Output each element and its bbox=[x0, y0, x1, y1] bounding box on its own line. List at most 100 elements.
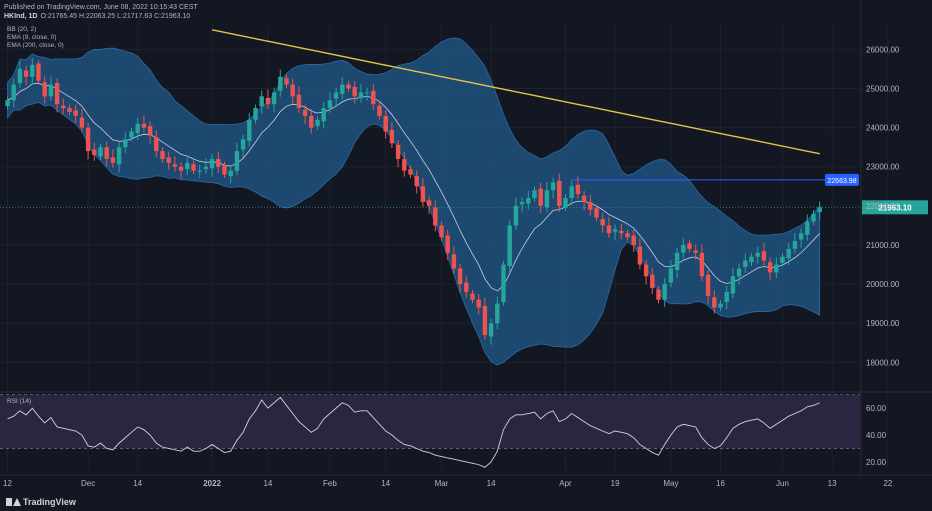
candle-body bbox=[464, 282, 469, 292]
candle-body bbox=[166, 157, 171, 163]
candle-body bbox=[767, 262, 773, 273]
candle-body bbox=[538, 188, 543, 206]
time-tick-label: 16 bbox=[716, 479, 725, 488]
candle-body bbox=[377, 105, 382, 116]
candle-body bbox=[749, 256, 754, 263]
time-tick-label: 14 bbox=[381, 479, 390, 488]
candle-body bbox=[600, 219, 605, 226]
level-tag bbox=[825, 173, 859, 186]
time-tick-label: 14 bbox=[263, 479, 272, 488]
time-tick-label: Apr bbox=[559, 479, 572, 488]
time-tick-label: May bbox=[663, 479, 678, 488]
candle-body bbox=[36, 63, 41, 81]
rsi-label[interactable]: RSI (14) bbox=[7, 398, 32, 405]
candle-body bbox=[811, 213, 816, 222]
ema9-path bbox=[7, 82, 820, 292]
candle-body bbox=[705, 274, 711, 296]
candle-body bbox=[123, 139, 128, 148]
time-tick-label: 14 bbox=[133, 479, 142, 488]
candle-body bbox=[426, 200, 432, 206]
candle-body bbox=[575, 184, 581, 195]
candle-body bbox=[358, 92, 364, 98]
price-tick-label: 21000.00 bbox=[866, 241, 900, 250]
candle-body bbox=[650, 274, 655, 289]
candles bbox=[5, 57, 822, 345]
candle-body bbox=[526, 198, 531, 204]
candle-body bbox=[271, 92, 277, 105]
time-tick-label: Jun bbox=[776, 479, 789, 488]
candle-body bbox=[637, 246, 643, 265]
candle-body bbox=[408, 169, 413, 175]
candle-body bbox=[805, 221, 810, 235]
candle-body bbox=[588, 201, 593, 210]
candle-body bbox=[11, 84, 16, 101]
candle-body bbox=[154, 137, 159, 152]
candle-body bbox=[674, 252, 680, 271]
candle-body bbox=[309, 115, 314, 128]
candle-body bbox=[364, 92, 370, 94]
candle-body bbox=[792, 241, 798, 249]
time-tick-label: Feb bbox=[323, 479, 337, 488]
ohlc-values: O:21765.45 H:22063.25 L:21717.63 C:21963… bbox=[40, 13, 191, 20]
candle-body bbox=[197, 170, 202, 172]
candle-body bbox=[668, 268, 674, 283]
candle-body bbox=[135, 123, 140, 134]
candle-body bbox=[730, 276, 736, 294]
candle-body bbox=[755, 252, 760, 257]
candle-body bbox=[451, 254, 457, 269]
candle-body bbox=[129, 131, 134, 138]
candle-body bbox=[290, 84, 295, 97]
indicator-ema9[interactable]: EMA (9, close, 0) bbox=[7, 34, 57, 41]
brand-name: TradingView bbox=[23, 497, 76, 507]
candle-body bbox=[54, 83, 60, 105]
time-tick-label: 19 bbox=[611, 479, 620, 488]
candle-body bbox=[532, 190, 537, 199]
candle-body bbox=[265, 97, 271, 105]
last-price-label: 21963.10 bbox=[878, 203, 912, 212]
candle-body bbox=[476, 299, 481, 308]
candle-body bbox=[656, 289, 661, 300]
candle-body bbox=[414, 176, 419, 187]
candle-body bbox=[563, 198, 568, 208]
candle-body bbox=[253, 108, 258, 120]
indicator-bb[interactable]: BB (20, 2) bbox=[7, 26, 37, 33]
candle-body bbox=[98, 147, 103, 157]
candle-body bbox=[296, 94, 302, 109]
candle-body bbox=[371, 90, 376, 105]
price-tick-label: 22000.00 bbox=[866, 202, 900, 211]
bollinger-band bbox=[7, 37, 821, 366]
rsi-panel bbox=[0, 394, 860, 468]
candle-body bbox=[315, 119, 320, 127]
time-tick-label: Mar bbox=[435, 479, 449, 488]
candle-body bbox=[544, 190, 550, 208]
candle-body bbox=[278, 76, 283, 91]
candle-body bbox=[79, 117, 85, 128]
candle-body bbox=[42, 82, 47, 97]
candle-body bbox=[17, 68, 23, 84]
candle-body bbox=[693, 250, 698, 253]
candle-body bbox=[92, 149, 97, 156]
candle-body bbox=[321, 108, 326, 122]
candle-body bbox=[259, 96, 264, 107]
candle-body bbox=[172, 164, 178, 167]
candle-body bbox=[240, 139, 246, 150]
candle-body bbox=[346, 84, 351, 89]
candle-body bbox=[48, 84, 54, 97]
candle-body bbox=[681, 244, 686, 253]
candle-body bbox=[724, 291, 729, 303]
candle-body bbox=[284, 78, 289, 85]
indicator-ema200[interactable]: EMA (200, close, 0) bbox=[7, 42, 64, 49]
time-tick-label: 12 bbox=[3, 479, 12, 488]
candle-body bbox=[327, 100, 333, 109]
rsi-tick-label: 40.00 bbox=[866, 431, 887, 440]
candle-body bbox=[557, 180, 562, 206]
candle-body bbox=[191, 164, 196, 171]
candle-body bbox=[352, 86, 357, 97]
candle-body bbox=[569, 186, 574, 199]
candle-body bbox=[203, 166, 209, 170]
candle-body bbox=[247, 119, 252, 141]
ema200-line bbox=[211, 29, 820, 155]
price-tick-label: 23000.00 bbox=[866, 163, 900, 172]
candle-body bbox=[67, 108, 72, 112]
